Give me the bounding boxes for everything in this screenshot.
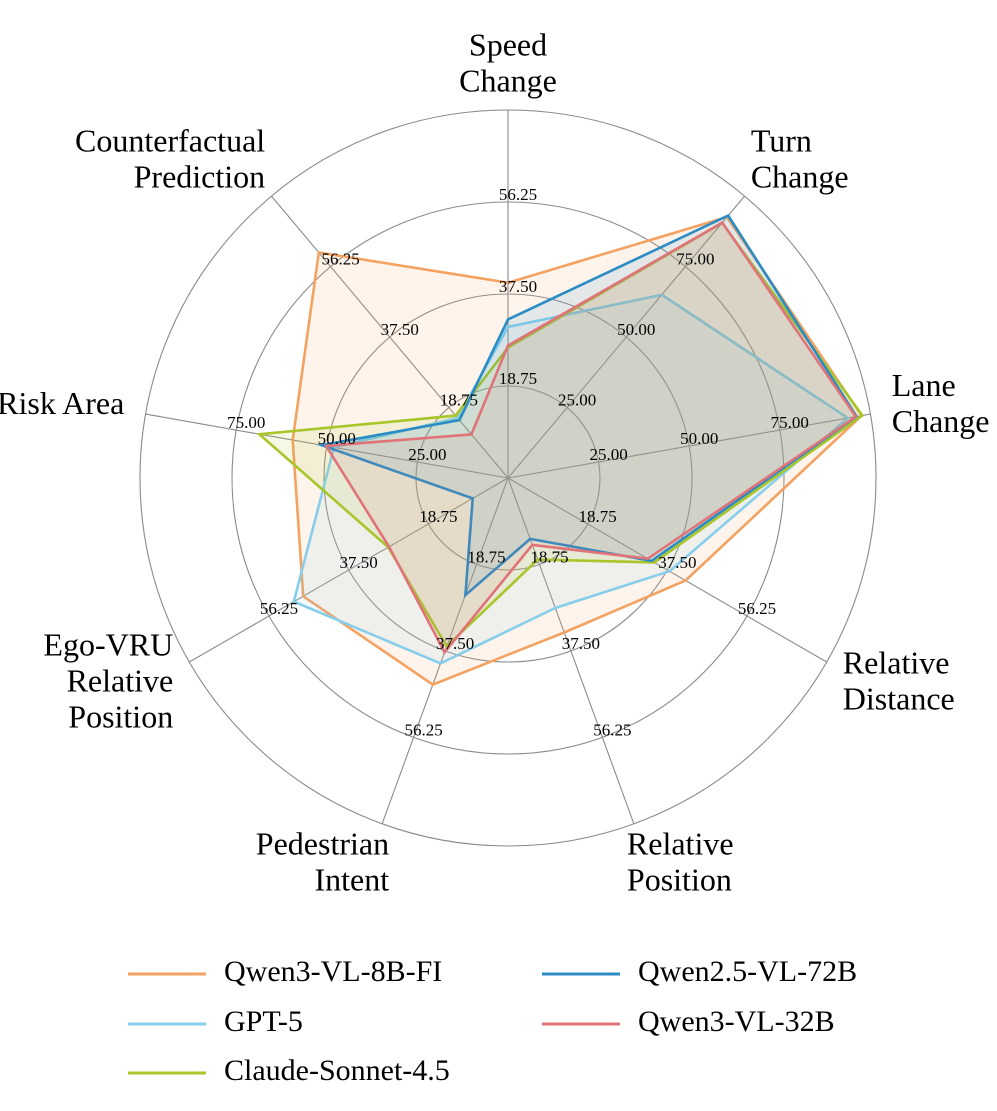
tick-label: 18.75 xyxy=(467,547,505,566)
tick-label: 18.75 xyxy=(419,507,457,526)
tick-label: 37.50 xyxy=(381,320,419,339)
tick-labels: 18.75 37.50 56.25 25.00 50.00 75.00 25.00 50.00… xyxy=(227,185,809,739)
tick-label: 75.00 xyxy=(676,249,714,268)
tick-label: 37.50 xyxy=(499,277,537,296)
tick-label: 37.50 xyxy=(340,553,378,572)
legend-item-qwen3-vl-32b: Qwen3-VL-32B xyxy=(542,1005,835,1038)
tick-label: 56.25 xyxy=(593,720,631,739)
tick-label: 25.00 xyxy=(589,445,627,464)
axis-label-risk-area: Risk Area xyxy=(0,385,124,421)
tick-label: 50.00 xyxy=(617,320,655,339)
axis-label-line: Risk Area xyxy=(0,385,124,421)
axis-label-line: Turn xyxy=(751,123,812,159)
axis-label-line: Ego-VRU xyxy=(43,626,173,662)
spoke-ego-vru-relative-position xyxy=(189,477,509,663)
axis-label-line: Lane xyxy=(892,367,956,403)
tick-label: 37.50 xyxy=(562,634,600,653)
tick-label: 56.25 xyxy=(499,185,537,204)
axis-label-line: Position xyxy=(68,698,173,734)
legend-label: Qwen3-VL-8B-FI xyxy=(224,955,442,988)
axis-label-line: Pedestrian xyxy=(256,825,389,861)
axis-label-line: Distance xyxy=(843,680,955,716)
axis-label-line: Intent xyxy=(314,861,389,897)
tick-label: 56.25 xyxy=(321,249,359,268)
tick-label: 37.50 xyxy=(436,634,474,653)
tick-label: 18.75 xyxy=(530,547,568,566)
axis-label-line: Change xyxy=(892,403,990,439)
tick-label: 75.00 xyxy=(227,413,265,432)
axis-label-line: Speed xyxy=(469,26,547,62)
tick-label: 25.00 xyxy=(408,445,446,464)
legend-label: Qwen2.5-VL-72B xyxy=(638,955,857,988)
series-qwen3-vl-32b xyxy=(323,220,858,655)
tick-label: 18.75 xyxy=(440,390,478,409)
tick-label: 50.00 xyxy=(318,429,356,448)
spoke-turn-change xyxy=(507,195,745,479)
legend-item-qwen3-vl-8b-fi: Qwen3-VL-8B-FI xyxy=(128,955,442,988)
tick-label: 56.25 xyxy=(404,720,442,739)
legend: Qwen3-VL-8B-FI GPT-5 Claude-Sonnet-4.5 Qwen… xyxy=(128,955,857,1087)
tick-label: 37.50 xyxy=(658,553,696,572)
legend-label: Claude-Sonnet-4.5 xyxy=(224,1054,450,1087)
tick-label: 18.75 xyxy=(499,369,537,388)
spoke-relative-position xyxy=(507,477,635,824)
axis-label-line: Counterfactual xyxy=(75,123,265,159)
legend-label: GPT-5 xyxy=(224,1005,303,1038)
tick-label: 56.25 xyxy=(260,599,298,618)
series-polygons xyxy=(256,213,865,687)
tick-label: 25.00 xyxy=(558,390,596,409)
legend-item-claude-sonnet-4-5: Claude-Sonnet-4.5 xyxy=(128,1054,450,1087)
spoke-counterfactual-prediction xyxy=(271,195,509,479)
legend-item-qwen2-5-vl-72b: Qwen2.5-VL-72B xyxy=(542,955,857,988)
axis-label-line: Change xyxy=(751,159,849,195)
axis-labels: SpeedChangeTurnChangeLaneChangeRelativeD… xyxy=(0,26,989,897)
series-claude-sonnet-4-5 xyxy=(256,221,865,649)
tick-label: 18.75 xyxy=(579,507,617,526)
spoke-relative-distance xyxy=(507,477,827,663)
axis-label-line: Relative xyxy=(627,825,734,861)
axis-label-line: Change xyxy=(459,62,557,98)
tick-label: 56.25 xyxy=(738,599,776,618)
axis-label-line: Position xyxy=(627,861,732,897)
tick-label: 50.00 xyxy=(680,429,718,448)
spoke-lane-change xyxy=(507,413,871,479)
axis-label-line: Prediction xyxy=(134,159,266,195)
tick-label: 75.00 xyxy=(771,413,809,432)
series-qwen2-5-vl-72b xyxy=(316,213,859,599)
legend-label: Qwen3-VL-32B xyxy=(638,1005,835,1038)
legend-item-gpt-5: GPT-5 xyxy=(128,1005,303,1038)
axis-label-line: Relative xyxy=(67,662,174,698)
axis-label-line: Relative xyxy=(843,644,950,680)
